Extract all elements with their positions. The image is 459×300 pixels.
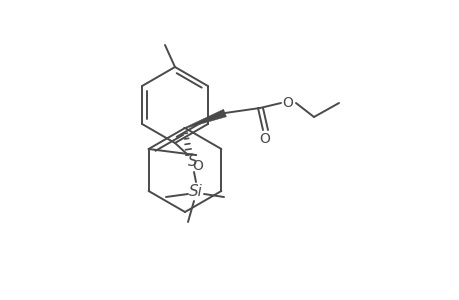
Polygon shape bbox=[185, 109, 226, 128]
Text: S: S bbox=[188, 154, 197, 169]
Text: O: O bbox=[192, 159, 203, 173]
Text: O: O bbox=[259, 132, 270, 146]
Text: Si: Si bbox=[189, 184, 202, 200]
Text: O: O bbox=[282, 96, 293, 110]
